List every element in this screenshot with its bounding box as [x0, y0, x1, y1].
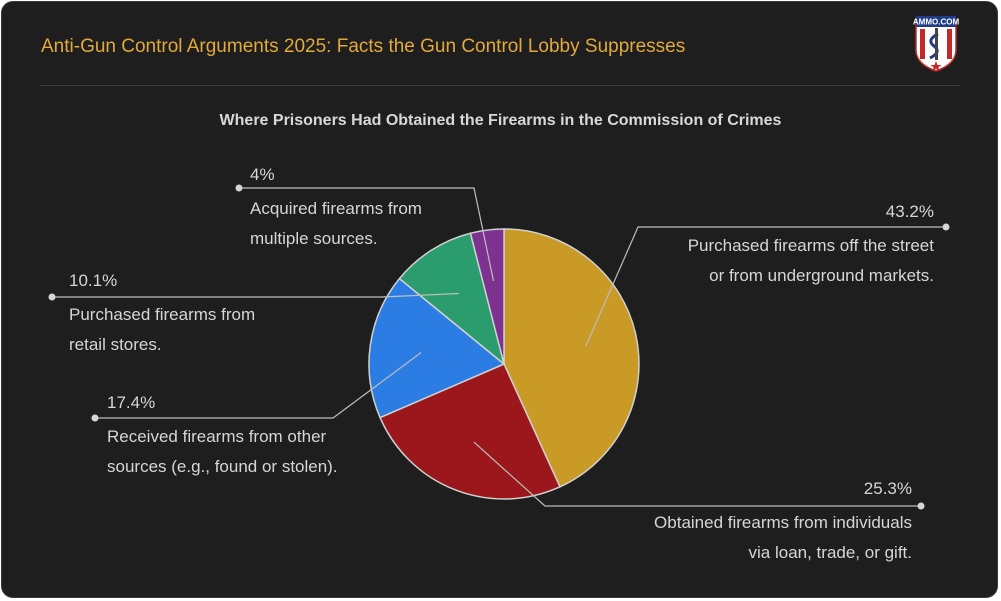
pie-slice-4 [398, 232, 506, 367]
slice-value-label-2: 25.3% [864, 479, 912, 498]
slice-value-label-1: 43.2% [886, 202, 934, 221]
slice-category-label-1-line-1: Purchased firearms off the street [688, 236, 935, 255]
slice-category-label-2-line-2: via loan, trade, or gift. [749, 543, 912, 562]
header-divider [40, 85, 960, 86]
pie-slice-5 [469, 228, 505, 365]
slice-value-label-5: 4% [250, 165, 275, 184]
slice-category-label-3-line-1: Received firearms from other [107, 427, 327, 446]
leader-dot-1 [942, 223, 950, 231]
slice-value-label-3: 17.4% [107, 393, 155, 412]
leader-line-5 [239, 187, 495, 282]
pie-slice-3 [368, 277, 506, 419]
ammo-logo: AMMO.COM [913, 16, 960, 72]
leader-line-4 [52, 292, 459, 298]
slice-category-label-3-line-2: sources (e.g., found or stolen). [107, 457, 338, 476]
chart-title: Where Prisoners Had Obtained the Firearm… [219, 112, 782, 129]
slice-category-label-4-line-2: retail stores. [69, 335, 162, 354]
pie-slice-1 [503, 228, 640, 488]
leader-dot-4 [48, 293, 56, 301]
leader-dot-5 [235, 184, 243, 192]
pie-slice-2 [379, 363, 561, 500]
slice-category-label-4-line-1: Purchased firearms from [69, 305, 255, 324]
slice-value-label-4: 10.1% [69, 271, 117, 290]
leader-line-2 [473, 441, 921, 507]
logo-text: AMMO.COM [913, 18, 960, 27]
leader-line-1 [585, 226, 946, 347]
slice-category-label-1-line-2: or from underground markets. [709, 266, 934, 285]
slice-category-label-5-line-1: Acquired firearms from [250, 199, 422, 218]
leader-line-3 [95, 352, 422, 419]
slice-category-label-5-line-2: multiple sources. [250, 229, 378, 248]
slice-category-label-2-line-1: Obtained firearms from individuals [654, 513, 912, 532]
page-title: Anti-Gun Control Arguments 2025: Facts t… [41, 36, 686, 57]
leader-dot-3 [91, 414, 99, 422]
leader-dot-2 [917, 502, 925, 510]
